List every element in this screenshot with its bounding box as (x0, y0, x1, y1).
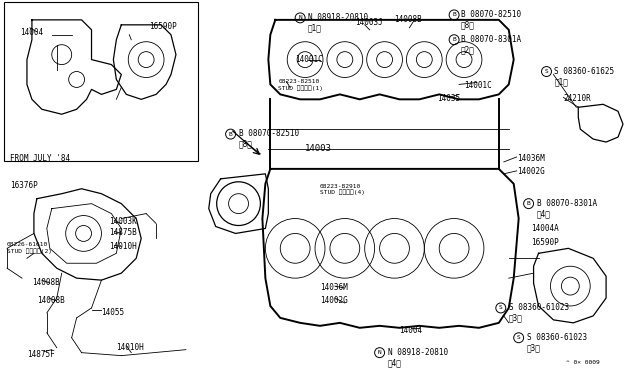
Text: 08226-61610
STUD スタッド(2): 08226-61610 STUD スタッド(2) (7, 243, 52, 254)
Text: 14008B: 14008B (37, 296, 65, 305)
Text: FROM JULY '84: FROM JULY '84 (10, 154, 70, 163)
Text: 08223-82910
STUD スタッド(4): 08223-82910 STUD スタッド(4) (320, 184, 365, 195)
Text: 24210R: 24210R (563, 94, 591, 103)
Text: 14001C: 14001C (295, 55, 323, 64)
Text: B 08070-8301A
〈2〉: B 08070-8301A 〈2〉 (461, 35, 521, 54)
Text: 14004A: 14004A (532, 224, 559, 232)
Text: 14008B: 14008B (32, 278, 60, 287)
Text: S 08360-61625
（1）: S 08360-61625 （1） (554, 67, 614, 86)
Text: S 08360-61023
（3）: S 08360-61023 （3） (509, 303, 569, 323)
Text: S: S (499, 305, 502, 311)
Text: 16590P: 16590P (532, 238, 559, 247)
Text: 14035: 14035 (437, 94, 460, 103)
Bar (4, 2, 198, 161)
Text: 14003: 14003 (305, 144, 332, 153)
Text: B 08070-8301A
（4）: B 08070-8301A （4） (536, 199, 596, 218)
Text: 08223-82510
STUD スタッド(1): 08223-82510 STUD スタッド(1) (278, 80, 323, 91)
Text: B 08070-82510
（8）: B 08070-82510 （8） (239, 129, 299, 148)
Text: 14875B: 14875B (109, 228, 137, 237)
Text: N 08918-20810
（4）: N 08918-20810 （4） (388, 348, 447, 367)
Text: 14036M: 14036M (320, 283, 348, 292)
Text: B: B (452, 12, 456, 17)
Text: 14010H: 14010H (109, 243, 137, 251)
Text: 14008B: 14008B (394, 15, 422, 24)
Text: 14003K: 14003K (109, 217, 137, 225)
Text: 14055: 14055 (102, 308, 125, 317)
Text: N: N (298, 15, 302, 20)
Text: 14001C: 14001C (464, 81, 492, 90)
Text: S: S (545, 69, 548, 74)
Text: 14002G: 14002G (516, 167, 545, 176)
Text: B 08070-82510
（8）: B 08070-82510 （8） (461, 10, 521, 29)
Text: 16590P: 16590P (149, 22, 177, 31)
Text: 14002G: 14002G (320, 296, 348, 305)
Text: N 08918-20810
（1）: N 08918-20810 （1） (308, 13, 368, 32)
Text: 14003J: 14003J (355, 18, 383, 27)
Text: 14875F: 14875F (27, 350, 54, 359)
Text: 14004: 14004 (20, 28, 43, 37)
Text: B: B (452, 37, 456, 42)
Text: ^ 0× 0009: ^ 0× 0009 (566, 360, 600, 365)
Text: S 08360-61023
（3）: S 08360-61023 （3） (527, 333, 587, 352)
Text: N: N (378, 350, 381, 355)
Text: S: S (517, 335, 520, 340)
Text: 14036M: 14036M (516, 154, 545, 163)
Text: 14004: 14004 (399, 326, 422, 335)
Text: B: B (228, 132, 232, 137)
Text: 16376P: 16376P (10, 181, 38, 190)
Text: 14010H: 14010H (116, 343, 144, 352)
Text: B: B (527, 201, 531, 206)
